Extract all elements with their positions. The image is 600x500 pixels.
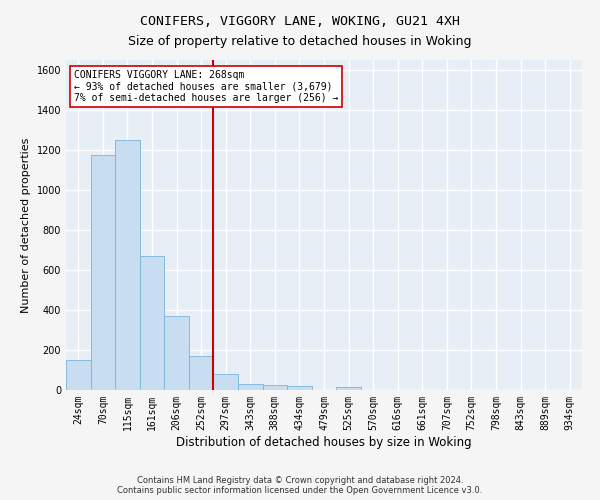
Bar: [336, 387, 361, 390]
Bar: [189, 356, 214, 390]
Bar: [140, 256, 164, 390]
Bar: [263, 385, 287, 390]
Bar: [91, 155, 115, 390]
Bar: [66, 360, 91, 390]
Text: Contains HM Land Registry data © Crown copyright and database right 2024.
Contai: Contains HM Land Registry data © Crown c…: [118, 476, 482, 495]
Text: CONIFERS, VIGGORY LANE, WOKING, GU21 4XH: CONIFERS, VIGGORY LANE, WOKING, GU21 4XH: [140, 15, 460, 28]
Text: Size of property relative to detached houses in Woking: Size of property relative to detached ho…: [128, 35, 472, 48]
Bar: [238, 384, 263, 390]
Bar: [164, 316, 189, 390]
Text: CONIFERS VIGGORY LANE: 268sqm
← 93% of detached houses are smaller (3,679)
7% of: CONIFERS VIGGORY LANE: 268sqm ← 93% of d…: [74, 70, 338, 103]
Bar: [287, 386, 312, 390]
Bar: [214, 374, 238, 390]
Y-axis label: Number of detached properties: Number of detached properties: [21, 138, 31, 312]
Bar: [115, 140, 140, 390]
X-axis label: Distribution of detached houses by size in Woking: Distribution of detached houses by size …: [176, 436, 472, 448]
